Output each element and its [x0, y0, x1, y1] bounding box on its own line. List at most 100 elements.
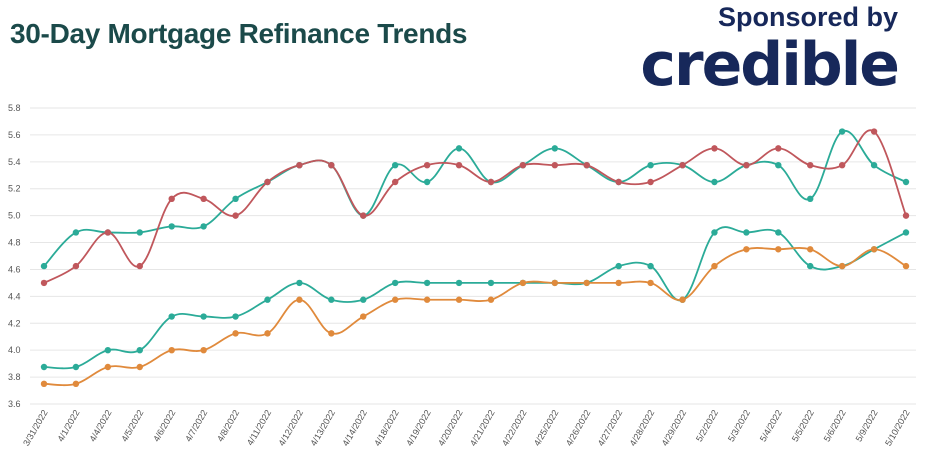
data-point	[807, 246, 814, 253]
data-point	[232, 330, 239, 337]
data-point	[72, 380, 80, 388]
data-point	[838, 128, 846, 135]
data-point	[232, 313, 239, 320]
data-point	[902, 178, 910, 186]
x-tick-label: 4/11/2022	[245, 408, 273, 447]
data-point	[775, 145, 782, 152]
data-point	[40, 279, 48, 287]
data-point	[647, 262, 654, 270]
x-tick-label: 4/25/2022	[532, 408, 561, 448]
data-point	[775, 246, 782, 253]
data-point	[487, 296, 495, 303]
data-point	[807, 262, 814, 270]
data-point	[391, 161, 399, 169]
x-tick-label: 4/26/2022	[564, 408, 593, 448]
x-axis: 3/31/2022 4/1/2022 4/4/2022 4/5/2022 4/6/202…	[21, 408, 912, 448]
data-point	[711, 229, 718, 236]
data-point	[391, 178, 399, 186]
sponsor-logo: credible	[640, 30, 900, 100]
x-tick-label: 4/27/2022	[596, 408, 625, 448]
data-point	[583, 161, 590, 169]
data-point	[551, 145, 559, 152]
data-point	[551, 279, 559, 287]
y-tick-label: 5.0	[8, 211, 21, 221]
y-tick-label: 5.6	[8, 130, 21, 140]
data-point	[711, 262, 718, 270]
x-tick-label: 5/3/2022	[726, 408, 752, 443]
data-point	[104, 363, 112, 371]
data-point	[870, 161, 878, 169]
data-point	[423, 296, 431, 303]
data-point	[232, 195, 239, 203]
data-point	[519, 161, 527, 169]
data-point	[870, 246, 878, 253]
x-tick-label: 4/28/2022	[628, 408, 657, 448]
x-tick-label: 4/22/2022	[500, 408, 529, 448]
x-tick-label: 5/4/2022	[758, 408, 784, 443]
data-point	[264, 330, 271, 337]
data-point	[168, 346, 175, 354]
data-point	[360, 212, 367, 219]
data-point	[679, 161, 686, 169]
x-tick-label: 4/14/2022	[340, 408, 369, 448]
x-tick-label: 4/20/2022	[436, 408, 465, 448]
data-point	[615, 178, 622, 186]
x-tick-label: 4/19/2022	[404, 408, 433, 448]
x-tick-label: 4/21/2022	[468, 408, 497, 448]
x-tick-label: 5/2/2022	[694, 408, 720, 443]
y-tick-label: 3.8	[8, 372, 21, 382]
data-point	[647, 279, 654, 287]
data-point	[296, 296, 303, 303]
data-point	[615, 279, 622, 287]
data-point	[679, 296, 686, 303]
data-point	[200, 313, 207, 320]
x-tick-label: 4/18/2022	[372, 408, 401, 448]
data-point	[232, 212, 239, 219]
y-tick-label: 4.0	[8, 345, 21, 355]
data-point	[72, 229, 80, 236]
y-tick-label: 5.4	[8, 157, 21, 167]
x-tick-label: 4/13/2022	[308, 408, 337, 448]
data-point	[136, 262, 143, 270]
data-point	[72, 262, 80, 270]
data-point	[168, 313, 175, 320]
series-line-4	[43, 247, 907, 387]
data-point	[423, 279, 431, 287]
data-point	[902, 212, 910, 219]
data-point	[296, 161, 303, 169]
series-points	[40, 128, 910, 388]
data-point	[391, 296, 399, 303]
x-tick-label: 5/10/2022	[883, 408, 912, 448]
x-tick-label: 4/1/2022	[55, 408, 81, 443]
data-point	[264, 178, 271, 186]
data-point	[391, 279, 399, 287]
data-point	[487, 178, 495, 186]
data-point	[423, 178, 431, 186]
data-point	[647, 161, 654, 169]
series-lines	[43, 129, 907, 387]
data-point	[136, 229, 143, 236]
y-tick-label: 5.8	[8, 103, 21, 113]
data-point	[296, 279, 303, 287]
data-point	[615, 262, 622, 270]
data-point	[104, 346, 112, 354]
y-tick-label: 4.4	[8, 291, 21, 301]
data-point	[743, 229, 750, 236]
data-point	[902, 229, 910, 236]
data-point	[838, 161, 846, 169]
data-point	[711, 178, 718, 186]
data-point	[838, 262, 846, 270]
series-line-1	[43, 129, 907, 267]
x-tick-label: 5/6/2022	[822, 408, 848, 443]
data-point	[647, 178, 654, 186]
data-point	[487, 279, 495, 287]
data-point	[328, 296, 335, 303]
x-tick-label: 4/8/2022	[215, 408, 241, 443]
data-point	[551, 161, 559, 169]
x-tick-label: 4/7/2022	[183, 408, 209, 443]
y-axis: 5.8 5.6 5.4 5.2 5.0 4.8 4.6 4.4 4.2 4.0 3.8 3.6	[8, 103, 21, 409]
data-point	[136, 363, 143, 371]
data-point	[807, 161, 814, 169]
y-tick-label: 4.6	[8, 264, 21, 274]
